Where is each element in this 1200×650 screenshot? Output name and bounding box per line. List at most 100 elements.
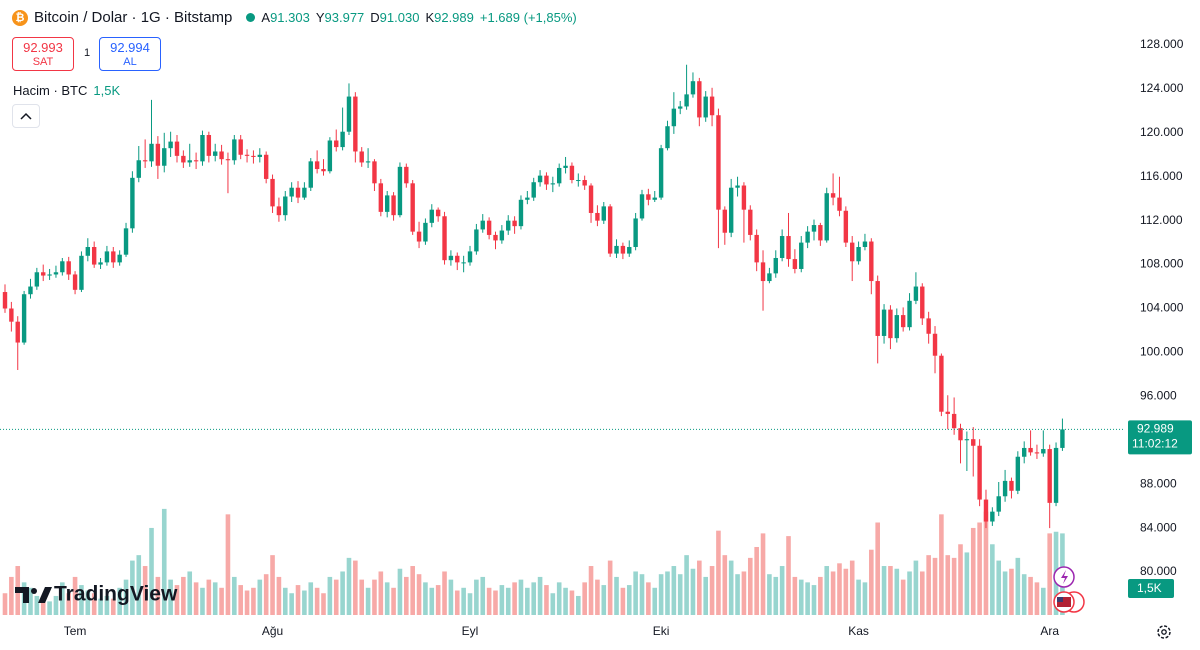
volume-bar <box>238 585 243 615</box>
candle-body <box>977 445 982 500</box>
event-icons[interactable] <box>1053 566 1085 613</box>
volume-bar <box>837 563 842 615</box>
settings-button[interactable] <box>1157 625 1171 639</box>
volume-bar <box>263 574 269 615</box>
volume-bar <box>505 587 511 615</box>
candle-body <box>983 499 989 522</box>
candle-body <box>1028 447 1033 453</box>
candle-body <box>66 261 71 275</box>
ohlc-key: Y <box>315 10 325 25</box>
y-tick-label: 124.000 <box>1140 81 1184 95</box>
buy-button[interactable]: 92.994 AL <box>99 37 161 71</box>
collapse-button[interactable] <box>12 104 40 128</box>
volume-bar <box>461 587 466 615</box>
volume-bar <box>321 593 326 615</box>
volume-bar <box>289 593 294 615</box>
volume-bar <box>353 560 358 615</box>
volume-bar <box>1047 533 1052 615</box>
volume-bar <box>856 579 861 615</box>
candle-body <box>709 96 715 116</box>
candle-body <box>302 187 307 198</box>
candle-body <box>60 261 65 273</box>
volume-value: 1,5K <box>93 83 121 98</box>
price-pane <box>0 64 1125 529</box>
candle-body <box>735 185 740 188</box>
x-tick-label: Eki <box>653 624 670 638</box>
volume-bar <box>556 582 562 615</box>
event-icon <box>1061 570 1068 584</box>
candle-body <box>213 151 218 156</box>
volume-bar <box>416 574 422 615</box>
candle-body <box>690 81 696 95</box>
volume-bar <box>53 595 59 615</box>
time-axis: Tem Ağu Eyl Eki Kas Ara <box>64 624 1060 638</box>
volume-bar <box>110 598 116 615</box>
volume-bar <box>614 576 619 615</box>
candle-body <box>907 300 912 328</box>
candle-body <box>91 247 97 265</box>
candle-body <box>15 321 20 343</box>
volume-bar <box>818 576 823 615</box>
volume-bar <box>760 533 766 615</box>
volume-bar <box>423 582 428 615</box>
volume-bar <box>525 587 530 615</box>
volume-bar <box>913 560 919 615</box>
volume-bar <box>888 566 893 615</box>
volume-bar <box>98 598 103 615</box>
volume-bar <box>384 582 390 615</box>
volume-bar <box>741 571 747 615</box>
volume-bar <box>161 508 167 615</box>
candle-body <box>601 206 606 221</box>
candle-body <box>888 309 893 339</box>
volume-bar <box>773 576 779 615</box>
last-price-tag <box>1128 420 1192 455</box>
x-tick-label: Ağu <box>262 624 283 638</box>
candle-body <box>283 196 288 216</box>
gear-icon <box>1161 629 1167 635</box>
candle-body <box>1060 429 1065 448</box>
candle-body <box>951 413 957 429</box>
volume-bar <box>117 587 122 615</box>
candle-body <box>461 262 466 264</box>
ohlc-high: Y93.977 <box>316 10 364 25</box>
volume-bar <box>91 593 97 615</box>
volume-bar <box>206 579 212 615</box>
candle-body <box>244 154 250 156</box>
candle-body <box>627 247 632 254</box>
candle-body <box>28 286 33 295</box>
candle-body <box>881 309 887 336</box>
y-tick-label: 116.000 <box>1140 169 1183 183</box>
y-tick-label: 80.000 <box>1140 564 1177 578</box>
ohlc-value: 91.303 <box>270 10 310 25</box>
volume-bar <box>9 576 14 615</box>
price-change: +1.689 (+1,85%) <box>479 10 577 25</box>
volume-bar <box>282 587 288 615</box>
candle-body <box>263 154 269 179</box>
ohlc-low: D91.030 <box>370 10 419 25</box>
candle-body <box>754 234 759 263</box>
y-tick-label: 88.000 <box>1140 476 1177 490</box>
volume-bar <box>996 560 1002 615</box>
candle-body <box>493 234 498 241</box>
sell-button[interactable]: 92.993 SAT <box>12 37 74 71</box>
volume-bar <box>869 549 874 615</box>
volume-bar <box>499 585 505 615</box>
volume-bar <box>212 582 218 615</box>
volume-bar <box>174 585 180 615</box>
y-tick-label: 120.000 <box>1140 125 1184 139</box>
volume-bar <box>684 555 689 615</box>
symbol-title[interactable]: Bitcoin / Dolar · 1G · Bitstamp <box>34 9 233 26</box>
volume-bar <box>900 579 906 615</box>
volume-bar <box>378 571 384 615</box>
candle-body <box>308 161 313 188</box>
volume-bar <box>907 571 912 615</box>
volume-bar <box>919 571 925 615</box>
volume-tag <box>1128 579 1174 598</box>
ohlc-value: 91.030 <box>379 10 420 25</box>
volume-title: Hacim · BTC <box>13 83 88 98</box>
ohlc-value: 92.989 <box>434 10 474 25</box>
gear-icon[interactable] <box>1157 625 1171 639</box>
sell-label: SAT <box>32 56 54 68</box>
volume-bar <box>391 587 396 615</box>
